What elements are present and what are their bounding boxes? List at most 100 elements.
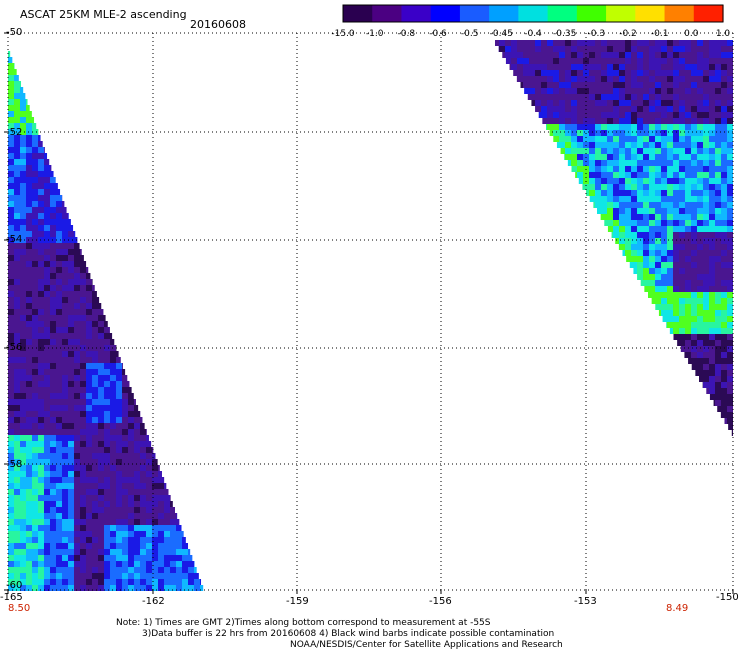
swath-cell (50, 231, 56, 237)
swath-cell (619, 244, 625, 250)
swath-cell (613, 160, 619, 166)
swath-cell (727, 292, 733, 298)
swath-cell (68, 279, 74, 285)
swath-cell (673, 154, 679, 160)
swath-cell (703, 280, 709, 286)
colorbar-swatch (635, 5, 665, 22)
swath-cell (607, 148, 613, 154)
swath-cell (553, 124, 559, 130)
swath-cell (727, 208, 733, 214)
swath-cell (607, 46, 613, 52)
swath-cell (32, 141, 38, 147)
swath-cell (50, 417, 56, 423)
swath-cell (631, 82, 637, 88)
swath-cell (697, 280, 703, 286)
swath-cell (608, 226, 613, 232)
swath-cell (607, 58, 613, 64)
swath-cell (20, 141, 26, 147)
swath-cell (50, 483, 56, 489)
swath-cell (128, 399, 134, 405)
swath-cell (697, 112, 703, 118)
swath-cell (32, 249, 38, 255)
swath-cell (727, 352, 733, 358)
swath-cell (685, 214, 691, 220)
swath-cell (655, 244, 661, 250)
swath-cell (619, 184, 625, 190)
swath-cell (631, 130, 637, 136)
swath-cell (727, 172, 733, 178)
swath-cell (26, 177, 32, 183)
swath-cell (679, 160, 685, 166)
swath-cell (663, 316, 667, 322)
swath-cell (128, 531, 134, 537)
swath-cell (26, 213, 32, 219)
swath-cell (535, 40, 541, 46)
swath-cell (92, 399, 98, 405)
swath-cell (673, 286, 679, 292)
lat-label: -58 (6, 459, 22, 471)
swath-cell (98, 405, 104, 411)
lon-label: -150 (716, 592, 739, 604)
swath-cell (661, 88, 667, 94)
swath-cell (8, 87, 14, 93)
swath-cell (601, 58, 607, 64)
swath-cell (74, 495, 80, 501)
swath-cell (20, 195, 26, 201)
swath-cell (50, 309, 56, 315)
swath-cell (50, 495, 56, 501)
swath-cell (80, 309, 86, 315)
swath-cell (158, 519, 164, 525)
swath-cell (80, 495, 86, 501)
swath-cell (86, 453, 92, 459)
swath-cell (727, 322, 733, 328)
colorbar-swatch (401, 5, 431, 22)
swath-cell (625, 250, 631, 256)
swath-cell (110, 363, 116, 369)
swath-cell (80, 321, 86, 327)
swath-cell (170, 507, 175, 513)
swath-cell (643, 76, 649, 82)
swath-cell (32, 555, 38, 561)
swath-cell (20, 471, 26, 477)
swath-cell (541, 100, 547, 106)
swath-cell (571, 58, 577, 64)
swath-cell (8, 105, 14, 111)
swath-cell (715, 364, 721, 370)
swath-cell (703, 136, 709, 142)
swath-cell (134, 423, 140, 429)
swath-cell (601, 148, 607, 154)
swath-cell (697, 58, 703, 64)
swath-cell (703, 208, 709, 214)
swath-cell (655, 226, 661, 232)
swath-cell (164, 501, 170, 507)
swath-cell (62, 267, 68, 273)
swath-cell (721, 232, 727, 238)
swath-cell (613, 154, 619, 160)
swath-cell (62, 471, 68, 477)
swath-cell (158, 495, 164, 501)
swath-cell (649, 100, 655, 106)
swath-cell (685, 166, 691, 172)
swath-cell (715, 256, 721, 262)
swath-cell (14, 87, 20, 93)
swath-cell (74, 489, 80, 495)
swath-cell (691, 82, 697, 88)
swath-cell (68, 411, 74, 417)
swath-cell (673, 310, 679, 316)
swath-cell (68, 249, 74, 255)
swath-cell (32, 267, 38, 273)
swath-cell (721, 226, 727, 232)
swath-cell (637, 64, 643, 70)
swath-cell (74, 315, 80, 321)
swath-cell (8, 201, 14, 207)
swath-cell (26, 369, 32, 375)
swath-cell (38, 267, 44, 273)
swath-cell (74, 417, 80, 423)
swath-cell (643, 274, 649, 280)
swath-cell (625, 166, 631, 172)
swath-cell (56, 567, 62, 573)
swath-cell (661, 124, 667, 130)
swath-cell (709, 334, 715, 340)
swath-cell (128, 411, 134, 417)
swath-cell (703, 340, 709, 346)
